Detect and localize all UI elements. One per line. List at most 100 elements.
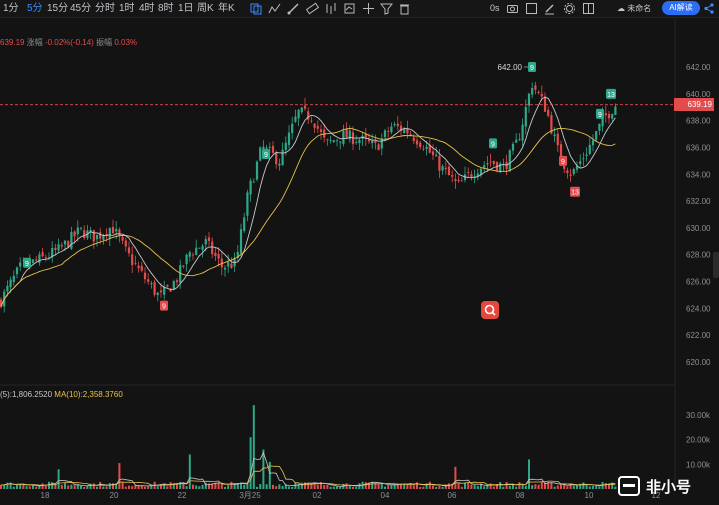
layout-icon[interactable] bbox=[582, 2, 595, 15]
candle-body bbox=[198, 247, 201, 249]
layout-name-button[interactable]: ☁ 未命名 bbox=[617, 2, 651, 15]
timeframe-8[interactable]: 1日 bbox=[178, 3, 194, 14]
volume-bar bbox=[70, 484, 73, 489]
volume-bar bbox=[403, 483, 406, 489]
timeframe-2[interactable]: 15分 bbox=[47, 3, 69, 14]
candle-body bbox=[211, 241, 214, 255]
candle-body bbox=[214, 252, 217, 256]
candle-body bbox=[601, 115, 604, 127]
candle-body bbox=[265, 147, 268, 149]
price-axis-label: 636.00 bbox=[686, 143, 711, 152]
volume-bar bbox=[176, 483, 178, 489]
candle-body bbox=[467, 172, 470, 173]
filter-icon[interactable] bbox=[380, 2, 393, 15]
candle-body bbox=[473, 175, 476, 177]
timeframe-4[interactable]: 分时 bbox=[95, 3, 115, 14]
candle-body bbox=[12, 275, 15, 283]
candle-body bbox=[159, 290, 163, 293]
candle-body bbox=[76, 227, 79, 235]
volume-bar bbox=[412, 485, 415, 489]
candle-body bbox=[0, 299, 3, 307]
candle-body bbox=[89, 229, 92, 232]
candle-body bbox=[275, 152, 278, 165]
volume-bar bbox=[102, 486, 105, 489]
zoom-button[interactable] bbox=[481, 301, 499, 319]
layout-name-label: 未命名 bbox=[627, 4, 652, 13]
compare-icon[interactable] bbox=[249, 2, 262, 15]
candle-body bbox=[281, 149, 284, 166]
candle-body bbox=[364, 134, 367, 139]
candle-body bbox=[307, 111, 310, 120]
time-axis-label: 3月25 bbox=[239, 491, 261, 500]
template-icon[interactable] bbox=[343, 2, 356, 15]
volume-bar bbox=[419, 486, 422, 489]
chart-toolbar: 1分 5分 15分 45分 分时 1时 4时 8时 1日 周K 年K bbox=[0, 0, 719, 18]
candle-body bbox=[31, 259, 35, 263]
volume-bar bbox=[137, 485, 140, 489]
timeframe-10[interactable]: 年K bbox=[218, 3, 235, 14]
timeframe-3[interactable]: 45分 bbox=[70, 3, 92, 14]
candle-body bbox=[499, 163, 502, 173]
volume-bar bbox=[374, 483, 377, 489]
timeframe-1[interactable]: 5分 bbox=[27, 3, 43, 14]
crosshair-icon[interactable] bbox=[362, 2, 375, 15]
volume-bar bbox=[579, 483, 582, 489]
timeframe-5[interactable]: 1时 bbox=[119, 3, 135, 14]
candle-body bbox=[99, 232, 102, 239]
volume-bar bbox=[105, 486, 108, 489]
candle-body bbox=[588, 144, 591, 154]
settings-icon[interactable] bbox=[563, 2, 576, 15]
volume-info-line: (5):1,806.2520 MA(10):2,358.3760 bbox=[0, 390, 123, 399]
candle-body bbox=[179, 265, 182, 283]
volume-bar bbox=[198, 486, 201, 489]
drawing-icon[interactable] bbox=[287, 2, 300, 15]
candle-body bbox=[393, 124, 396, 126]
indicator-icon[interactable] bbox=[268, 2, 281, 15]
trash-icon[interactable] bbox=[398, 2, 411, 15]
candle-body bbox=[175, 280, 179, 283]
candle-body bbox=[220, 258, 223, 268]
td-marker-box bbox=[23, 257, 31, 268]
td-marker-box bbox=[570, 186, 580, 197]
price-axis-label: 642.00 bbox=[686, 63, 711, 72]
candle-body bbox=[137, 265, 140, 269]
camera-icon[interactable] bbox=[506, 2, 519, 15]
ai-analysis-button[interactable]: AI解读 bbox=[662, 1, 700, 15]
volume-bar bbox=[41, 483, 44, 489]
candle-body bbox=[313, 123, 316, 128]
volume-bar bbox=[272, 484, 274, 489]
candle-body bbox=[527, 93, 531, 106]
volume-bar bbox=[134, 485, 137, 489]
td-marker-label: 13 bbox=[571, 190, 579, 197]
candle-body bbox=[479, 168, 483, 175]
timeframe-9[interactable]: 周K bbox=[197, 3, 214, 14]
candle-body bbox=[383, 130, 387, 137]
ruler-icon[interactable] bbox=[306, 2, 319, 15]
candle-body bbox=[131, 254, 134, 265]
candle-body bbox=[70, 232, 73, 249]
volume-bar bbox=[291, 486, 294, 489]
candle-body bbox=[489, 161, 492, 163]
candle-body bbox=[47, 257, 51, 259]
edit-icon[interactable] bbox=[543, 2, 556, 15]
timeframe-6[interactable]: 4时 bbox=[139, 3, 155, 14]
volume-bar bbox=[352, 486, 354, 489]
time-axis-label: 08 bbox=[516, 491, 525, 500]
timeframe-0[interactable]: 1分 bbox=[3, 3, 19, 14]
scroll-handle[interactable] bbox=[713, 252, 719, 278]
candle-body bbox=[153, 282, 156, 295]
share-icon[interactable] bbox=[703, 2, 716, 15]
candle-body bbox=[287, 132, 291, 145]
volume-bar bbox=[28, 486, 31, 489]
volume-bar bbox=[608, 483, 610, 489]
volume-bar bbox=[428, 481, 431, 489]
candle-body bbox=[553, 134, 556, 137]
volume-bar bbox=[550, 482, 553, 489]
bar-style-icon[interactable] bbox=[324, 2, 337, 15]
volume-bar bbox=[489, 483, 492, 489]
fullscreen-icon[interactable] bbox=[525, 2, 538, 15]
candle-body bbox=[422, 148, 425, 150]
timeframe-7[interactable]: 8时 bbox=[158, 3, 174, 14]
candle-body bbox=[268, 147, 271, 148]
